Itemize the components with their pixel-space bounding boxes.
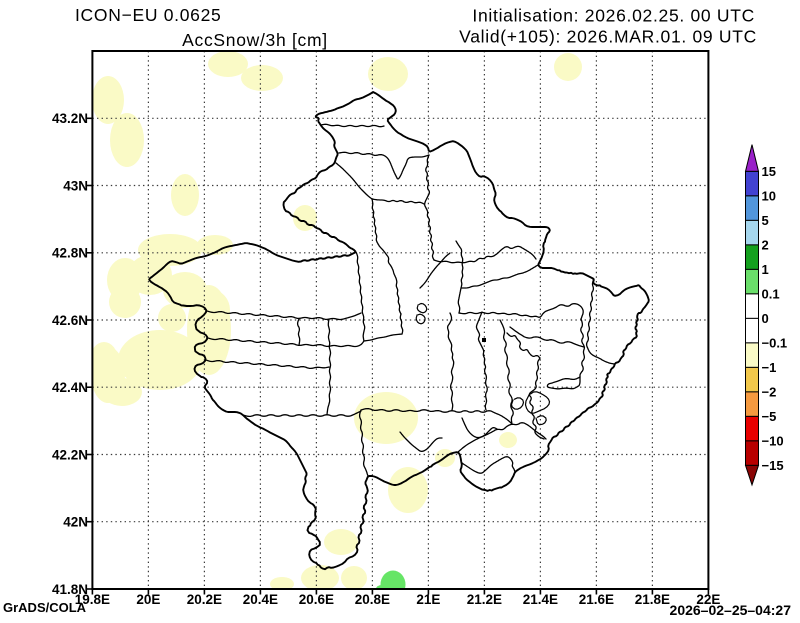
svg-text:0: 0: [762, 311, 769, 326]
svg-text:−5: −5: [762, 409, 777, 424]
svg-text:21.4E: 21.4E: [523, 592, 558, 607]
svg-text:5: 5: [762, 213, 769, 228]
svg-text:43N: 43N: [63, 178, 88, 193]
svg-text:Initialisation: 2026.02.25.: Initialisation: 2026.02.25. 00 UTC: [472, 6, 755, 26]
svg-text:−2: −2: [762, 384, 777, 399]
svg-text:2026–02–25–04:27: 2026–02–25–04:27: [670, 602, 792, 618]
svg-text:43.2N: 43.2N: [52, 111, 88, 126]
svg-text:AccSnow/3h [cm]: AccSnow/3h [cm]: [182, 30, 328, 50]
svg-text:42N: 42N: [63, 515, 88, 530]
svg-text:20.6E: 20.6E: [299, 592, 334, 607]
svg-text:ICON−EU 0.0625: ICON−EU 0.0625: [75, 5, 221, 25]
svg-text:10: 10: [762, 188, 776, 203]
svg-text:21.8E: 21.8E: [635, 592, 670, 607]
svg-text:−15: −15: [762, 458, 784, 473]
svg-text:20.2E: 20.2E: [187, 592, 222, 607]
svg-text:41.8N: 41.8N: [52, 582, 88, 597]
svg-text:1: 1: [762, 262, 769, 277]
svg-text:−1: −1: [762, 360, 777, 375]
svg-text:2: 2: [762, 237, 769, 252]
svg-text:42.4N: 42.4N: [52, 380, 88, 395]
svg-text:21E: 21E: [416, 592, 440, 607]
svg-text:21.6E: 21.6E: [579, 592, 614, 607]
svg-text:20E: 20E: [136, 592, 160, 607]
svg-text:42.8N: 42.8N: [52, 246, 88, 261]
svg-text:15: 15: [762, 164, 776, 179]
svg-text:−10: −10: [762, 433, 784, 448]
svg-text:21.2E: 21.2E: [467, 592, 502, 607]
svg-text:42.2N: 42.2N: [52, 447, 88, 462]
svg-text:20.4E: 20.4E: [243, 592, 278, 607]
svg-text:0.1: 0.1: [762, 286, 780, 301]
svg-text:20.8E: 20.8E: [355, 592, 390, 607]
svg-text:Valid(+105): 2026.MAR.01. 09: Valid(+105): 2026.MAR.01. 09 UTC: [459, 27, 757, 47]
svg-text:42.6N: 42.6N: [52, 313, 88, 328]
svg-text:19.8E: 19.8E: [75, 592, 110, 607]
svg-text:GrADS/COLA: GrADS/COLA: [3, 600, 87, 615]
svg-text:22E: 22E: [696, 592, 720, 607]
svg-text:−0.1: −0.1: [762, 335, 788, 350]
